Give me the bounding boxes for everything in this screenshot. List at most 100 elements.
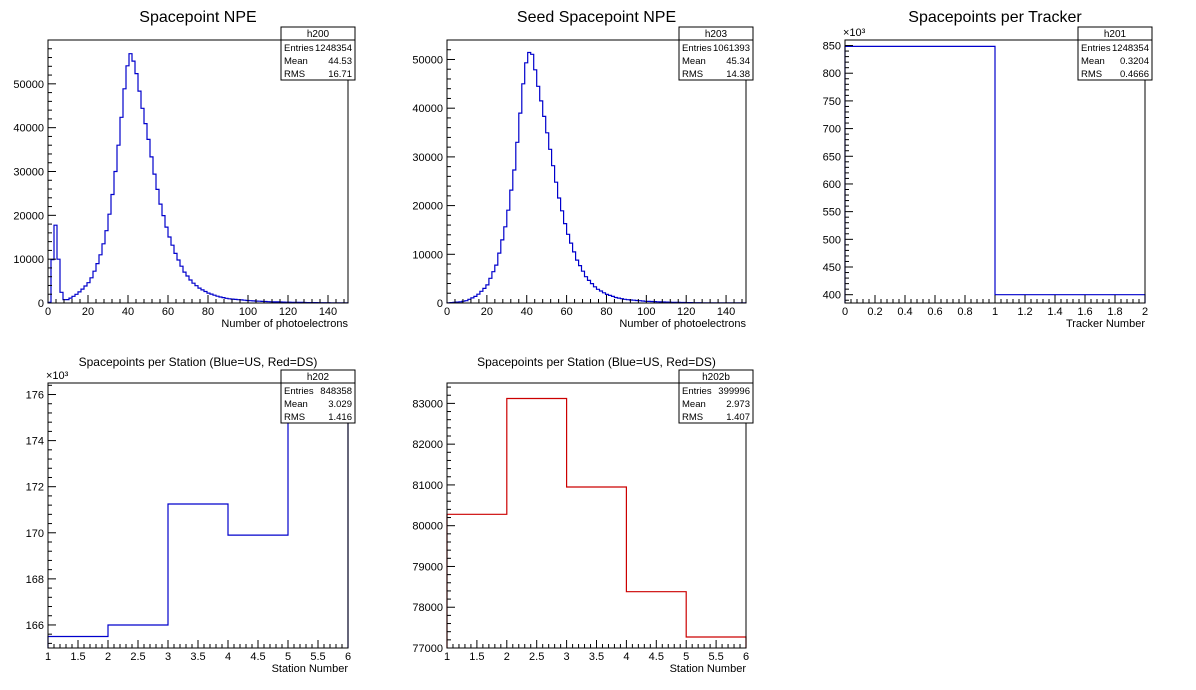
y-tick-label: 600 (823, 179, 841, 191)
x-tick-label: 0.8 (957, 306, 972, 318)
stats-box-frame (678, 369, 754, 424)
y-tick-label: 81000 (412, 480, 443, 492)
stats-label-mean: Mean (682, 399, 706, 410)
x-tick-label: 1.8 (1107, 306, 1122, 318)
x-tick-label: 20 (82, 306, 94, 318)
stats-histogram-name: h202b (702, 372, 730, 383)
y-tick-label: 172 (26, 482, 44, 494)
histogram-series (446, 397, 747, 648)
x-tick-label: 80 (600, 306, 612, 318)
y-tick-label: 79000 (412, 561, 443, 573)
stats-label-entries: Entries (682, 43, 712, 54)
x-tick-label: 1.5 (469, 651, 484, 663)
stats-label-entries: Entries (284, 386, 314, 397)
x-tick-label: 5.5 (310, 651, 325, 663)
stats-value-entries: 399996 (718, 386, 750, 397)
y-tick-label: 500 (823, 234, 841, 246)
y-tick-label: 20000 (13, 210, 44, 222)
stats-label-rms: RMS (682, 412, 703, 423)
x-tick-label: 1 (992, 306, 998, 318)
x-tick-label: 3.5 (190, 651, 205, 663)
stats-box: h200 Entries 1248354 Mean 44.53 RMS 16.71 (280, 26, 356, 81)
y-tick-label: 40000 (13, 123, 44, 135)
histogram-series (47, 53, 349, 304)
y-tick-label: 174 (26, 436, 44, 448)
x-tick-label: 120 (677, 306, 695, 318)
plot-frame (446, 39, 747, 304)
stats-label-mean: Mean (284, 56, 308, 67)
y-tick-label: 450 (823, 262, 841, 274)
x-tick-label: 1.2 (1017, 306, 1032, 318)
x-axis-title: Number of photoelectrons (619, 318, 746, 330)
x-tick-label: 4 (225, 651, 231, 663)
y-tick-label: 50000 (412, 54, 443, 66)
stats-label-rms: RMS (284, 412, 305, 423)
x-tick-label: 5 (683, 651, 689, 663)
histogram-series (844, 45, 1146, 303)
histogram-pad: Spacepoints per Station (Blue=US, Red=DS… (412, 355, 754, 675)
y-tick-label: 700 (823, 124, 841, 136)
x-tick-label: 1.4 (1047, 306, 1062, 318)
x-axis-title: Station Number (272, 663, 349, 675)
x-tick-label: 140 (319, 306, 337, 318)
stats-histogram-name: h203 (705, 29, 728, 40)
y-tick-label: 850 (823, 41, 841, 53)
x-tick-label: 5.5 (708, 651, 723, 663)
stats-value-rms: 16.71 (328, 69, 352, 80)
stats-histogram-name: h200 (307, 29, 330, 40)
y-tick-label: 82000 (412, 439, 443, 451)
x-tick-label: 140 (717, 306, 735, 318)
histogram-pad: Spacepoint NPE 0 20 40 60 80 100 120 140 0 10000 20… (13, 9, 356, 330)
y-tick-label: 77000 (412, 643, 443, 655)
stats-value-mean: 2.973 (726, 399, 750, 410)
y-tick-label: 83000 (412, 398, 443, 410)
stats-histogram-name: h202 (307, 372, 330, 383)
stats-value-entries: 1248354 (315, 43, 352, 54)
y-tick-label: 176 (26, 390, 44, 402)
y-tick-label: 40000 (412, 103, 443, 115)
chart-title: Spacepoint NPE (139, 9, 256, 26)
stats-box-frame (678, 26, 754, 81)
x-tick-label: 4 (623, 651, 629, 663)
y-tick-label: 10000 (412, 249, 443, 261)
x-tick-label: 20 (481, 306, 493, 318)
stats-value-rms: 14.38 (726, 69, 750, 80)
x-tick-label: 100 (239, 306, 257, 318)
y-tick-label: 168 (26, 574, 44, 586)
x-tick-label: 6 (743, 651, 749, 663)
x-tick-label: 0 (45, 306, 51, 318)
y-tick-label: 750 (823, 96, 841, 108)
x-tick-label: 0 (842, 306, 848, 318)
y-tick-label: 170 (26, 528, 44, 540)
histogram-pad: Spacepoints per Tracker 0 0.2 0.4 0.6 0.8 1 1.2… (823, 9, 1153, 330)
y-tick-label: 550 (823, 207, 841, 219)
stats-value-mean: 45.34 (726, 56, 750, 67)
stats-value-entries: 848358 (320, 386, 352, 397)
y-tick-label: 50000 (13, 79, 44, 91)
x-axis-title: Tracker Number (1066, 318, 1145, 330)
stats-box: h203 Entries 1061393 Mean 45.34 RMS 14.38 (678, 26, 754, 81)
x-tick-label: 1 (45, 651, 51, 663)
x-axis-title: Number of photoelectrons (221, 318, 348, 330)
x-tick-label: 1.5 (70, 651, 85, 663)
stats-value-mean: 0.3204 (1120, 56, 1149, 67)
x-tick-label: 60 (162, 306, 174, 318)
stats-label-mean: Mean (682, 56, 706, 67)
x-tick-label: 5 (285, 651, 291, 663)
y-tick-label: 0 (38, 298, 44, 310)
stats-box-frame (280, 26, 356, 81)
stats-value-rms: 1.407 (726, 412, 750, 423)
y-tick-label: 0 (437, 298, 443, 310)
x-tick-label: 120 (279, 306, 297, 318)
y-tick-label: 20000 (412, 201, 443, 213)
x-tick-label: 2.5 (529, 651, 544, 663)
x-tick-label: 80 (202, 306, 214, 318)
x-tick-label: 40 (521, 306, 533, 318)
stats-value-mean: 44.53 (328, 56, 352, 67)
x-tick-label: 60 (560, 306, 572, 318)
y-axis-multiplier: ×10³ (843, 27, 866, 39)
histogram-series (47, 399, 349, 648)
x-tick-label: 3 (564, 651, 570, 663)
stats-value-rms: 0.4666 (1120, 69, 1149, 80)
stats-label-mean: Mean (284, 399, 308, 410)
